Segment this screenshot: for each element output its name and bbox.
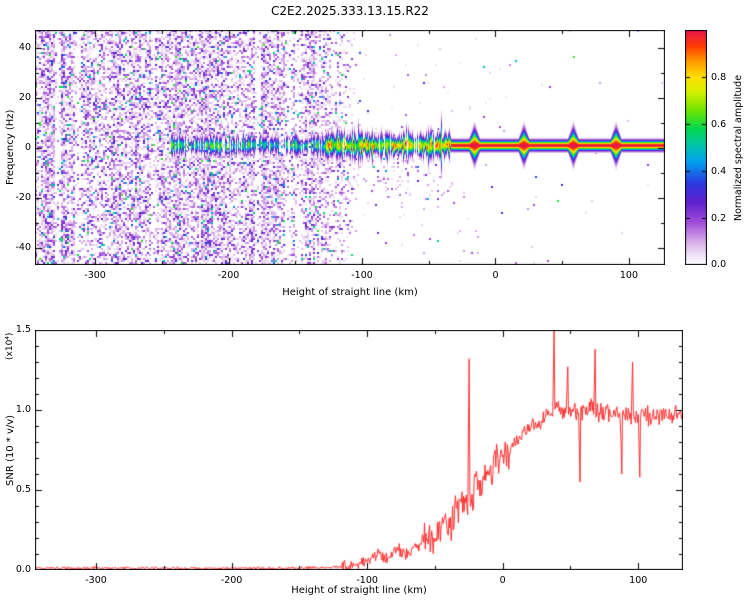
snr-ytick-label: 1.0 bbox=[15, 404, 31, 415]
spectrogram-ytick-label: 40 bbox=[18, 41, 31, 53]
spectrogram-xtick-label: -200 bbox=[217, 270, 240, 281]
snr-xtick-label: -300 bbox=[85, 575, 107, 586]
colorbar-tick-label: 0.0 bbox=[711, 258, 727, 270]
snr-ylabel: SNR (10 * v/v) bbox=[5, 414, 16, 486]
colorbar-tick-label: 0.8 bbox=[711, 71, 727, 83]
colorbar-canvas bbox=[685, 30, 707, 265]
colorbar-tick-label: 0.6 bbox=[711, 118, 727, 130]
snr-ytick-label: 0.0 bbox=[15, 564, 31, 575]
snr-xtick-label: -200 bbox=[220, 575, 243, 586]
snr-ytick-label: 1.5 bbox=[15, 324, 31, 335]
snr-xtick-label: 0 bbox=[499, 575, 506, 586]
spectrogram-xlabel: Height of straight line (km) bbox=[282, 287, 418, 298]
snr-ytick-label: 0.5 bbox=[15, 484, 31, 495]
snr-canvas bbox=[35, 330, 683, 570]
spectrogram-canvas bbox=[35, 30, 665, 265]
colorbar-tick-label: 0.2 bbox=[711, 212, 727, 224]
colorbar-tick-label: 0.4 bbox=[711, 165, 727, 177]
spectrogram-xtick-label: -300 bbox=[84, 270, 106, 281]
spectrogram-xtick-label: 0 bbox=[492, 270, 499, 281]
snr-xtick-label: 100 bbox=[629, 575, 648, 586]
spectrogram-ytick-label: -20 bbox=[15, 191, 31, 203]
spectrogram-xtick-label: -100 bbox=[351, 270, 373, 281]
plot-title: C2E2.2025.333.13.15.R22 bbox=[271, 4, 429, 18]
spectrogram-ytick-label: 0 bbox=[24, 141, 31, 153]
snr-xtick-label: -100 bbox=[356, 575, 378, 586]
snr-xlabel: Height of straight line (km) bbox=[291, 585, 427, 596]
spectrogram-xtick-label: 100 bbox=[619, 270, 639, 281]
spectrogram-ytick-label: -40 bbox=[15, 241, 31, 253]
colorbar-label: Normalized spectral amplitude bbox=[733, 74, 744, 221]
spectrogram-ytick-label: 20 bbox=[18, 91, 31, 103]
